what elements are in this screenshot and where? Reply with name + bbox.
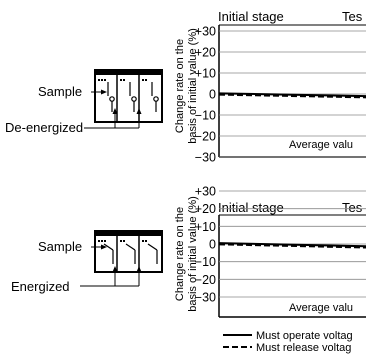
y-tick-label: −20 xyxy=(195,273,216,287)
y-axis-label-line-1: Change rate on the xyxy=(174,39,186,133)
state-label: Energized xyxy=(11,279,70,294)
sample-label: Sample xyxy=(38,84,82,99)
y-tick-label: 0 xyxy=(209,238,216,252)
y-axis-label-line-1: Change rate on the xyxy=(174,207,186,301)
y-tick-label: +20 xyxy=(195,202,216,216)
state-label: De-energized xyxy=(5,120,83,135)
sample-label: Sample xyxy=(38,239,82,254)
relay-contacts xyxy=(108,82,158,112)
legend-label-operate: Must operate voltag xyxy=(256,330,353,342)
y-tick-label: −10 xyxy=(195,109,216,123)
y-tick-label: 0 xyxy=(209,88,216,102)
chart-title-extra: Tes xyxy=(342,200,363,215)
y-tick-label: +20 xyxy=(195,46,216,60)
relay-contacts xyxy=(104,244,157,264)
y-tick-label: −30 xyxy=(195,291,216,305)
y-tick-label: +10 xyxy=(195,220,216,234)
y-tick-label: −10 xyxy=(195,255,216,269)
y-tick-label: +30 xyxy=(195,25,216,39)
y-tick-label: +30 xyxy=(195,185,216,199)
relay-outer-box xyxy=(95,231,162,272)
relay-diagram-bottom: Sample Energized xyxy=(11,231,162,294)
relay-top-bar xyxy=(95,70,162,75)
legend-label-release: Must release voltag xyxy=(256,342,351,354)
y-tick-label: −20 xyxy=(195,130,216,144)
chart-bottom: Initial stage Tes Change rate on the bas… xyxy=(174,185,366,318)
chart-top: Initial stage Tes Change rate on the bas… xyxy=(174,9,366,165)
y-tick-label: −30 xyxy=(195,151,216,165)
relay-top-bar xyxy=(95,231,162,236)
chart-title-extra: Tes xyxy=(342,9,363,24)
average-value-annotation: Average valu xyxy=(289,139,353,151)
chart-title: Initial stage xyxy=(218,9,284,24)
chart-title: Initial stage xyxy=(218,200,284,215)
legend: Must operate voltag Must release voltag xyxy=(223,330,353,354)
relay-diagram-top: Sample De-energized xyxy=(5,70,162,135)
y-tick-label: +10 xyxy=(195,67,216,81)
average-value-annotation: Average valu xyxy=(289,302,353,314)
